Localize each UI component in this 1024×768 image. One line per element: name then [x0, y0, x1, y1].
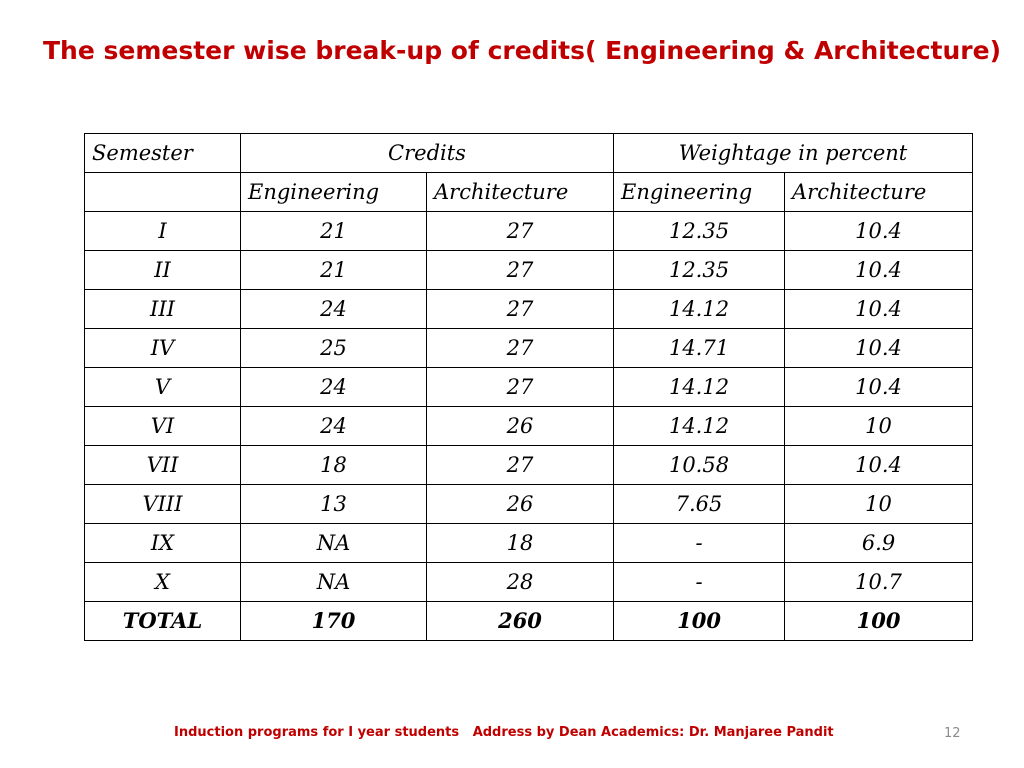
cell-credits-engineering: 13: [240, 484, 427, 524]
cell-weightage-architecture: 10.4: [784, 250, 974, 290]
table-row: IX NA 18-6.9: [84, 523, 974, 563]
credits-table: Semester Credits Weightage in percent En…: [84, 133, 974, 641]
cell-semester: III: [84, 289, 241, 329]
cell-semester: X: [84, 562, 241, 602]
cell-weightage-engineering: 14.12: [613, 289, 786, 329]
cell-weightage-engineering: 14.12: [613, 406, 786, 446]
cell-credits-engineering: 24: [240, 406, 427, 446]
slide-title: The semester wise break-up of credits( E…: [42, 36, 1001, 65]
cell-credits-engineering: 25: [240, 328, 427, 368]
total-credits-architecture: 260: [425, 601, 615, 641]
cell-weightage-architecture: 10.4: [784, 211, 974, 251]
cell-semester: I: [84, 211, 241, 251]
table-row: VI 24 26 14.12 10: [84, 406, 974, 446]
table-total-row: TOTAL 170 260 100 100: [84, 601, 974, 641]
cell-credits-engineering: NA: [240, 562, 427, 602]
cell-credits-engineering: NA: [240, 523, 427, 563]
cell-credits-architecture: 27: [425, 367, 615, 407]
table-row: X NA 28-10.7: [84, 562, 974, 602]
subheader-credits-engineering: Engineering: [240, 172, 427, 212]
table-row: IV 25 27 14.71 10.4: [84, 328, 974, 368]
cell-credits-engineering: 24: [240, 367, 427, 407]
cell-semester: II: [84, 250, 241, 290]
cell-weightage-architecture: 10.7: [784, 562, 974, 602]
cell-credits-architecture: 27: [425, 211, 615, 251]
cell-credits-engineering: 24: [240, 289, 427, 329]
cell-credits-engineering: 18: [240, 445, 427, 485]
cell-weightage-engineering: 14.71: [613, 328, 786, 368]
cell-credits-engineering: 21: [240, 211, 427, 251]
cell-semester: VIII: [84, 484, 241, 524]
cell-weightage-engineering: 14.12: [613, 367, 786, 407]
table-subheader-row: Engineering Architecture Engineering Arc…: [84, 172, 974, 212]
cell-weightage-architecture: 6.9: [784, 523, 974, 563]
cell-weightage-architecture: 10: [784, 406, 974, 446]
cell-weightage-architecture: 10.4: [784, 445, 974, 485]
table-row: III 24 27 14.12 10.4: [84, 289, 974, 329]
header-weightage: Weightage in percent: [613, 133, 974, 173]
subheader-empty: [84, 172, 241, 212]
cell-weightage-engineering: -: [613, 562, 786, 602]
subheader-credits-architecture: Architecture: [425, 172, 615, 212]
cell-weightage-architecture: 10: [784, 484, 974, 524]
table-row: VII 18 27 10.58 10.4: [84, 445, 974, 485]
table-row: II 21 27 12.35 10.4: [84, 250, 974, 290]
cell-credits-architecture: 26: [425, 406, 615, 446]
table-row: I 21 27 12.35 10.4: [84, 211, 974, 251]
cell-credits-architecture: 27: [425, 289, 615, 329]
subheader-weightage-engineering: Engineering: [613, 172, 786, 212]
header-credits: Credits: [239, 133, 615, 173]
cell-credits-architecture: 27: [425, 250, 615, 290]
cell-weightage-architecture: 10.4: [784, 328, 974, 368]
cell-credits-engineering: 21: [240, 250, 427, 290]
total-weightage-engineering: 100: [613, 601, 786, 641]
table-row: V 24 27 14.12 10.4: [84, 367, 974, 407]
cell-credits-architecture: 28: [425, 562, 615, 602]
header-semester: Semester: [84, 133, 241, 173]
cell-credits-architecture: 18: [425, 523, 615, 563]
table-header-row: Semester Credits Weightage in percent: [84, 133, 974, 173]
cell-semester: VI: [84, 406, 241, 446]
total-credits-engineering: 170: [240, 601, 427, 641]
table-row: VIII 13 26 7.65 10: [84, 484, 974, 524]
total-label: TOTAL: [84, 601, 241, 641]
page-number: 12: [944, 726, 961, 741]
cell-credits-architecture: 27: [425, 445, 615, 485]
cell-semester: VII: [84, 445, 241, 485]
subheader-weightage-architecture: Architecture: [784, 172, 974, 212]
cell-weightage-architecture: 10.4: [784, 289, 974, 329]
cell-weightage-engineering: 7.65: [613, 484, 786, 524]
cell-weightage-engineering: 12.35: [613, 211, 786, 251]
cell-semester: V: [84, 367, 241, 407]
total-weightage-architecture: 100: [784, 601, 974, 641]
cell-weightage-architecture: 10.4: [784, 367, 974, 407]
cell-weightage-engineering: -: [613, 523, 786, 563]
cell-credits-architecture: 27: [425, 328, 615, 368]
cell-semester: IV: [84, 328, 241, 368]
cell-credits-architecture: 26: [425, 484, 615, 524]
cell-semester: IX: [84, 523, 241, 563]
cell-weightage-engineering: 12.35: [613, 250, 786, 290]
footer-text: Induction programs for I year students A…: [174, 725, 834, 740]
cell-weightage-engineering: 10.58: [613, 445, 786, 485]
